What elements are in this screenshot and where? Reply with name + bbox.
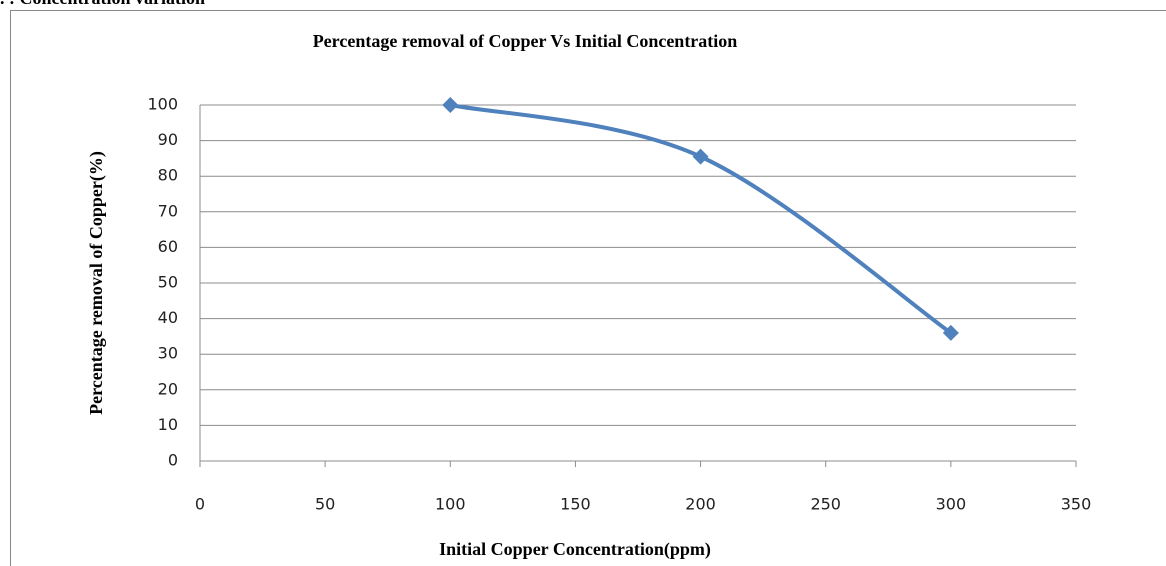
y-tick-label: 100 <box>147 95 178 114</box>
y-tick-label: 80 <box>158 166 178 185</box>
x-tick-label: 250 <box>810 495 841 514</box>
marker <box>692 148 709 165</box>
y-tick-label: 70 <box>158 201 178 220</box>
marker <box>942 324 959 341</box>
x-axis-label: Initial Copper Concentration(ppm) <box>439 539 711 560</box>
y-tick-label: 10 <box>158 415 178 434</box>
y-tick-label: 30 <box>158 344 178 363</box>
y-tick-label: 20 <box>158 379 178 398</box>
x-tick-label: 300 <box>936 495 967 514</box>
y-tick-label: 40 <box>158 308 178 327</box>
x-tick-label: 350 <box>1061 495 1092 514</box>
chart-title: Percentage removal of Copper Vs Initial … <box>313 31 738 51</box>
y-tick-label: 0 <box>168 451 178 470</box>
x-tick-label: 100 <box>435 495 466 514</box>
y-tick-label: 50 <box>158 273 178 292</box>
section-heading: . : Concentration variation <box>0 0 205 8</box>
x-tick-label: 50 <box>315 495 335 514</box>
x-tick-label: 200 <box>685 495 716 514</box>
marker <box>442 97 459 113</box>
x-tick-label: 150 <box>560 495 591 514</box>
y-tick-label: 90 <box>158 130 178 149</box>
y-axis-label: Percentage removal of Copper(%) <box>86 151 107 415</box>
chart-border <box>10 10 1166 566</box>
y-tick-label: 60 <box>158 237 178 256</box>
x-tick-label: 0 <box>195 495 205 514</box>
